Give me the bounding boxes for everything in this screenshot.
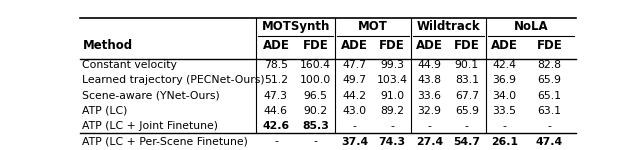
Text: 65.9: 65.9 (538, 75, 561, 85)
Text: 36.9: 36.9 (492, 75, 516, 85)
Text: ATP (LC): ATP (LC) (83, 106, 128, 116)
Text: 160.4: 160.4 (300, 60, 331, 70)
Text: -: - (274, 137, 278, 147)
Text: ATP (LC + Joint Finetune): ATP (LC + Joint Finetune) (83, 121, 218, 131)
Text: -: - (502, 121, 506, 131)
Text: 63.1: 63.1 (538, 106, 561, 116)
Text: Constant velocity: Constant velocity (83, 60, 177, 70)
Text: 74.3: 74.3 (379, 137, 406, 147)
Text: ADE: ADE (416, 39, 443, 52)
Text: 34.0: 34.0 (492, 90, 516, 101)
Text: 65.9: 65.9 (455, 106, 479, 116)
Text: 33.5: 33.5 (492, 106, 516, 116)
Text: ATP (LC + Per-Scene Finetune): ATP (LC + Per-Scene Finetune) (83, 137, 248, 147)
Text: -: - (548, 121, 552, 131)
Text: Wildtrack: Wildtrack (417, 20, 480, 33)
Text: 44.9: 44.9 (417, 60, 442, 70)
Text: 44.2: 44.2 (342, 90, 367, 101)
Text: 99.3: 99.3 (380, 60, 404, 70)
Text: 85.3: 85.3 (302, 121, 329, 131)
Text: 90.2: 90.2 (303, 106, 328, 116)
Text: 26.1: 26.1 (491, 137, 518, 147)
Text: 27.4: 27.4 (416, 137, 443, 147)
Text: NoLA: NoLA (513, 20, 548, 33)
Text: 78.5: 78.5 (264, 60, 288, 70)
Text: ADE: ADE (491, 39, 518, 52)
Text: FDE: FDE (380, 39, 405, 52)
Text: Scene-aware (YNet-Ours): Scene-aware (YNet-Ours) (83, 90, 220, 101)
Text: 83.1: 83.1 (455, 75, 479, 85)
Text: ADE: ADE (341, 39, 368, 52)
Text: 65.1: 65.1 (538, 90, 561, 101)
Text: 103.4: 103.4 (377, 75, 408, 85)
Text: ADE: ADE (262, 39, 289, 52)
Text: FDE: FDE (303, 39, 328, 52)
Text: 91.0: 91.0 (380, 90, 404, 101)
Text: 32.9: 32.9 (417, 106, 442, 116)
Text: 90.1: 90.1 (455, 60, 479, 70)
Text: Method: Method (83, 39, 132, 52)
Text: 43.8: 43.8 (417, 75, 442, 85)
Text: 100.0: 100.0 (300, 75, 332, 85)
Text: 96.5: 96.5 (303, 90, 328, 101)
Text: -: - (353, 121, 356, 131)
Text: FDE: FDE (454, 39, 480, 52)
Text: 67.7: 67.7 (455, 90, 479, 101)
Text: FDE: FDE (536, 39, 563, 52)
Text: 42.4: 42.4 (492, 60, 516, 70)
Text: -: - (465, 121, 469, 131)
Text: 42.6: 42.6 (262, 121, 289, 131)
Text: Learned trajectory (PECNet-Ours): Learned trajectory (PECNet-Ours) (83, 75, 265, 85)
Text: 47.7: 47.7 (342, 60, 367, 70)
Text: MOTSynth: MOTSynth (262, 20, 330, 33)
Text: -: - (390, 121, 394, 131)
Text: 37.4: 37.4 (341, 137, 368, 147)
Text: 89.2: 89.2 (380, 106, 404, 116)
Text: -: - (314, 137, 317, 147)
Text: 82.8: 82.8 (538, 60, 561, 70)
Text: 49.7: 49.7 (342, 75, 367, 85)
Text: 44.6: 44.6 (264, 106, 288, 116)
Text: -: - (428, 121, 431, 131)
Text: 47.3: 47.3 (264, 90, 288, 101)
Text: 43.0: 43.0 (342, 106, 367, 116)
Text: 47.4: 47.4 (536, 137, 563, 147)
Text: 33.6: 33.6 (417, 90, 442, 101)
Text: 51.2: 51.2 (264, 75, 288, 85)
Text: MOT: MOT (358, 20, 388, 33)
Text: 54.7: 54.7 (453, 137, 481, 147)
